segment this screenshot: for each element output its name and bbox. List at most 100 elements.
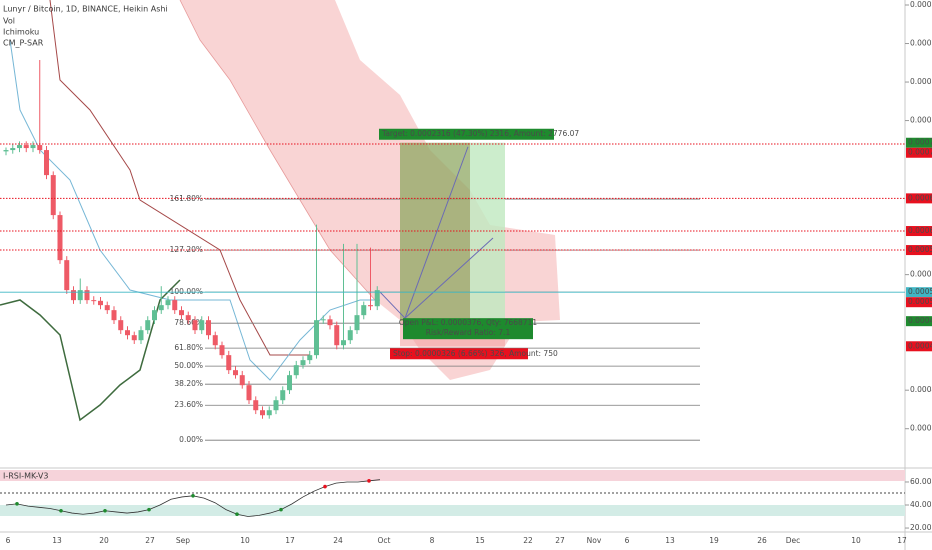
price-tick-label: 0.0007500 bbox=[910, 116, 932, 125]
candle-body bbox=[23, 145, 29, 149]
label-box bbox=[403, 318, 533, 340]
indicator-name: CM_P-SAR bbox=[3, 39, 44, 48]
price-marker-label: 0.0007195 bbox=[908, 148, 932, 157]
time-label: 6 bbox=[6, 536, 11, 545]
time-label: 19 bbox=[709, 536, 719, 545]
candle-body bbox=[152, 310, 157, 321]
candle-body bbox=[368, 305, 373, 307]
price-tick-label: 0.0005500 bbox=[910, 270, 932, 279]
price-tick-label: 0.0008000 bbox=[910, 77, 932, 86]
candle-body bbox=[172, 300, 178, 311]
candle-body bbox=[17, 145, 22, 149]
fib-label: 50.00% bbox=[174, 361, 203, 370]
candle-body bbox=[246, 385, 252, 401]
candle-body bbox=[280, 390, 286, 401]
fib-label: 61.80% bbox=[174, 343, 203, 352]
price-marker bbox=[906, 147, 932, 158]
candle-body bbox=[77, 290, 83, 301]
candle-body bbox=[185, 315, 191, 321]
candle-body bbox=[158, 305, 164, 311]
projection-arrow bbox=[404, 237, 494, 319]
price-tick-label: 0.0003500 bbox=[910, 424, 932, 433]
rsi-dot bbox=[59, 508, 63, 513]
candle-body bbox=[91, 300, 97, 302]
price-marker-label: 0.0005251 bbox=[908, 297, 932, 306]
fib-label: 0.00% bbox=[179, 435, 203, 444]
rr-label: Risk/Reward Ratio: 7.1 bbox=[426, 328, 511, 337]
candle-body bbox=[374, 290, 380, 307]
candle-body bbox=[260, 410, 265, 416]
price-marker bbox=[906, 193, 932, 204]
stop-label: Stop: 0.0000326 (6.66%) 326, Amount: 750 bbox=[393, 349, 558, 358]
candle-body bbox=[287, 375, 292, 391]
candle-body bbox=[354, 315, 360, 331]
price-marker bbox=[906, 316, 932, 327]
candle-body bbox=[361, 305, 367, 316]
rsi-tick-label: 60.0000 bbox=[910, 477, 932, 486]
time-label: 6 bbox=[625, 536, 630, 545]
fib-label: 38.20% bbox=[174, 379, 203, 388]
candle-body bbox=[300, 360, 306, 366]
candle-body bbox=[3, 150, 9, 152]
candle-body bbox=[239, 375, 245, 386]
projection-arrow bbox=[404, 146, 469, 319]
target-label: Target: 0.0002316 (47.30%) 2316, Amount:… bbox=[381, 129, 579, 138]
indicator-name: Vol bbox=[3, 17, 15, 26]
fib-label: 100.00% bbox=[170, 287, 203, 296]
candle-body bbox=[192, 320, 198, 331]
rsi-dot bbox=[191, 493, 195, 498]
rsi-oversold-band bbox=[0, 505, 905, 516]
candle-body bbox=[10, 148, 16, 151]
time-label: 27 bbox=[145, 536, 155, 545]
candle-body bbox=[253, 400, 259, 411]
time-label: 15 bbox=[475, 536, 485, 545]
candle-body bbox=[327, 319, 333, 326]
price-marker bbox=[906, 245, 932, 256]
candle-body bbox=[199, 320, 205, 331]
price-tick-label: 0.0009000 bbox=[910, 0, 932, 9]
time-label: Dec bbox=[786, 536, 801, 545]
time-label: 26 bbox=[757, 536, 767, 545]
time-label: 27 bbox=[555, 536, 565, 545]
price-marker-label: 0.0005819 bbox=[908, 245, 932, 254]
candle-body bbox=[30, 145, 36, 149]
candle-body bbox=[226, 355, 232, 371]
candle-body bbox=[341, 340, 346, 346]
rsi-dot bbox=[103, 508, 107, 513]
rsi-dot bbox=[147, 507, 151, 512]
candle-body bbox=[125, 330, 130, 336]
time-label: Oct bbox=[378, 536, 391, 545]
price-marker bbox=[906, 287, 932, 298]
rsi-dot bbox=[367, 479, 371, 483]
price-marker-label: 0.0007212 bbox=[908, 138, 932, 147]
time-label: Nov bbox=[587, 536, 602, 545]
time-label: 10 bbox=[240, 536, 250, 545]
time-label: 17 bbox=[285, 536, 295, 545]
chikou-line bbox=[0, 279, 181, 422]
time-label: 17 bbox=[897, 536, 907, 545]
price-marker-label: 0.0006490 bbox=[908, 193, 932, 202]
candle-body bbox=[50, 175, 56, 216]
candle-body bbox=[293, 365, 299, 376]
header-title: Lunyr / Bitcoin, 1D, BINANCE, Heikin Ash… bbox=[3, 5, 168, 14]
price-marker bbox=[906, 226, 932, 237]
target-zone-ext bbox=[470, 142, 505, 322]
candle-body bbox=[233, 370, 238, 376]
kijun-line bbox=[49, 0, 310, 356]
candle-body bbox=[104, 305, 110, 311]
price-marker bbox=[906, 297, 932, 308]
rsi-overbought-band bbox=[0, 470, 905, 481]
projection-arrow bbox=[379, 291, 406, 319]
candle-body bbox=[266, 410, 272, 416]
time-label: 8 bbox=[430, 536, 435, 545]
candle-body bbox=[206, 320, 211, 336]
candle-body bbox=[165, 300, 171, 306]
candle-body bbox=[71, 290, 76, 301]
time-label: 22 bbox=[523, 536, 533, 545]
rsi-dot bbox=[235, 512, 239, 517]
time-label: 13 bbox=[665, 536, 675, 545]
rsi-dot bbox=[323, 484, 327, 489]
candle-body bbox=[320, 319, 326, 321]
